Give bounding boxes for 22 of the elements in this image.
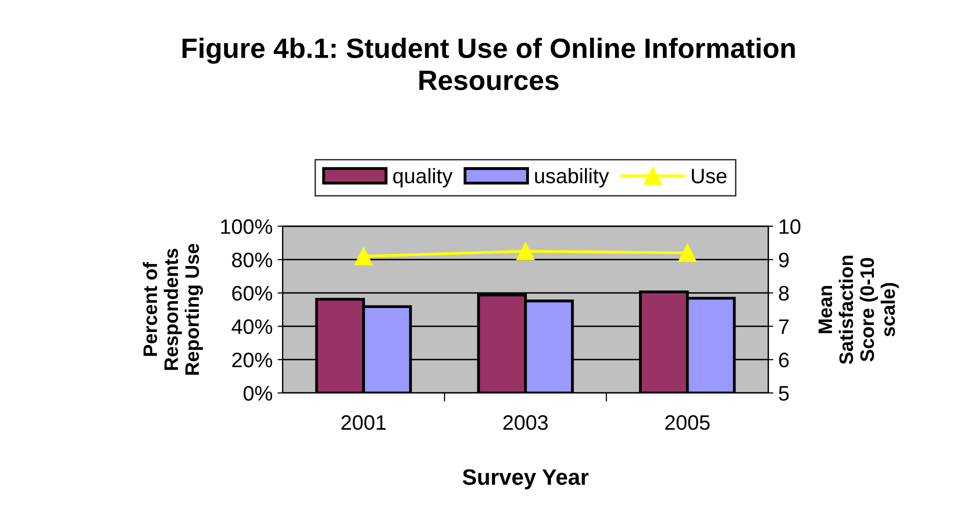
y2-tick-label: 7 — [779, 319, 789, 334]
y-tick-label: 80% — [232, 252, 272, 268]
y2-tick-label: 6 — [779, 352, 789, 368]
y2-tick-label: 9 — [779, 252, 789, 268]
x-axis-title: Survey Year — [462, 469, 589, 490]
y-tick-label: 40% — [232, 319, 272, 334]
x-tick-label: 2005 — [665, 415, 710, 430]
x-tick-label: 2001 — [341, 415, 386, 430]
legend-label: Use — [692, 168, 726, 184]
y-tick-label: 20% — [232, 352, 272, 368]
y2-axis-title: Mean Satisfaction Score (0-10 scale) — [818, 256, 899, 364]
legend-label: usability — [535, 168, 610, 188]
y2-tick-label: 8 — [778, 286, 789, 301]
y-axis-title: Percent of Respondents Reporting Use — [142, 244, 203, 375]
y2-tick-label: 10 — [780, 219, 800, 234]
legend-label: quality — [393, 168, 453, 188]
x-tick-label: 2003 — [503, 415, 548, 430]
y-tick-label: 60% — [232, 286, 272, 301]
chart-title: Figure 4b.1: Student Use of Online Information Resources — [182, 38, 795, 90]
y2-tick-label: 5 — [778, 386, 789, 401]
y-tick-label: 100% — [221, 219, 272, 234]
y-tick-label: 0% — [244, 386, 272, 401]
